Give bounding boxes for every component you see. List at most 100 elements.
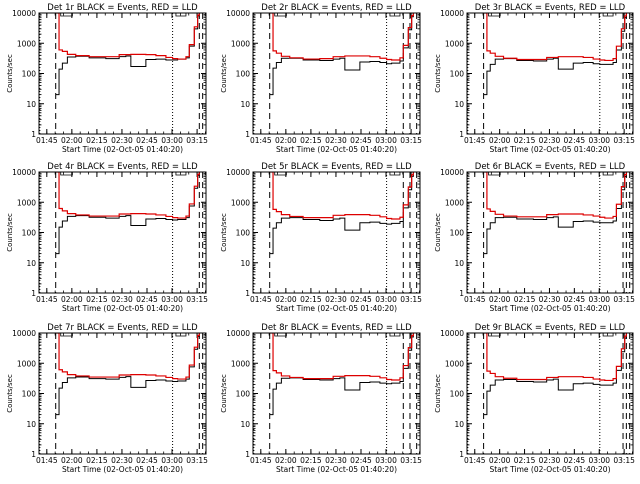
chart-panel: Det 5r BLACK = Events, RED = LLD Counts/s… [220,162,422,313]
x-tick-label: 02:15 [300,295,322,304]
attenuator-marker [389,172,401,176]
x-tick-label: 03:15 [613,456,635,465]
x-tick-label: 02:30 [539,295,561,304]
chart-panel: Det 7r BLACK = Events, RED = LLD Counts/s… [6,323,208,474]
attenuator-marker [602,172,614,176]
lld-series-line [269,13,414,61]
events-series-line [483,172,627,255]
plot-frame [252,332,421,455]
attenuator-marker [488,333,501,337]
y-tick-label: 1000 [445,39,464,48]
attenuator-marker [389,13,401,17]
y-tick-label: 100 [236,229,251,238]
y-axis-label: Counts/sec [6,374,14,413]
chart-title: Det 7r BLACK = Events, RED = LLD [47,323,198,333]
chart-title: Det 8r BLACK = Events, RED = LLD [261,323,412,333]
y-tick-label: 1000 [17,359,36,368]
x-tick-label: 02:30 [325,136,347,145]
x-tick-label: 03:00 [588,295,610,304]
x-tick-label: 02:00 [275,136,297,145]
x-tick-label: 02:00 [275,295,297,304]
x-tick-label: 02:30 [539,456,561,465]
x-tick-label: 02:00 [489,456,511,465]
x-tick-label: 02:45 [564,456,586,465]
y-tick-label: 10000 [12,329,36,338]
x-tick-label: 02:00 [489,295,511,304]
x-axis-label: Start Time (02-Oct-05 01:40:20) [62,465,183,474]
y-tick-label: 1000 [231,39,250,48]
plot-frame [466,171,634,294]
x-tick-label: 02:00 [61,295,83,304]
x-tick-label: 02:30 [325,295,347,304]
x-tick-label: 02:00 [275,456,297,465]
y-axis-label: Counts/sec [220,54,228,93]
lld-series-line [55,172,200,219]
y-tick-label: 100 [236,70,251,79]
x-tick-label: 02:15 [86,295,108,304]
plot-frame [466,12,634,135]
x-tick-label: 02:30 [111,136,133,145]
y-tick-label: 10000 [440,9,464,18]
x-tick-label: 01:45 [36,136,58,145]
attenuator-marker [274,333,287,337]
chart-panel: Det 1r BLACK = Events, RED = LLD Counts/s… [6,3,208,154]
y-tick-label: 10000 [226,9,250,18]
y-tick-label: 1000 [17,198,36,207]
events-series-line [269,333,414,416]
y-tick-label: 10000 [12,168,36,177]
y-tick-label: 100 [450,229,465,238]
x-tick-label: 02:45 [350,295,372,304]
y-tick-label: 1000 [231,198,250,207]
x-tick-label: 02:00 [61,136,83,145]
y-tick-label: 100 [22,390,37,399]
x-tick-label: 03:15 [186,456,208,465]
x-tick-label: 02:30 [325,456,347,465]
x-tick-label: 03:00 [588,456,610,465]
x-tick-label: 03:15 [186,136,208,145]
events-series-line [55,333,200,416]
x-tick-label: 02:30 [111,456,133,465]
x-tick-label: 01:45 [464,295,486,304]
y-tick-label: 1000 [231,359,250,368]
x-tick-label: 03:00 [161,295,183,304]
attenuator-marker [389,333,401,337]
y-tick-label: 1 [245,450,250,459]
x-tick-label: 01:45 [250,295,272,304]
x-tick-label: 03:15 [400,295,422,304]
events-series-line [269,13,414,96]
y-axis-label: Counts/sec [434,54,442,93]
x-tick-label: 03:15 [613,136,635,145]
attenuator-marker [274,172,287,176]
y-tick-label: 1 [31,130,36,139]
y-tick-label: 1 [459,130,464,139]
plot-frame [252,171,421,294]
chart-panel: Det 2r BLACK = Events, RED = LLD Counts/s… [220,3,422,154]
chart-panel: Det 4r BLACK = Events, RED = LLD Counts/s… [6,162,208,313]
y-tick-label: 10000 [440,168,464,177]
y-tick-label: 10 [454,259,464,268]
x-tick-label: 03:15 [400,456,422,465]
x-tick-label: 02:15 [514,456,536,465]
x-axis-label: Start Time (02-Oct-05 01:40:20) [276,145,397,154]
chart-title: Det 6r BLACK = Events, RED = LLD [475,162,626,172]
x-axis-label: Start Time (02-Oct-05 01:40:20) [62,145,183,154]
y-axis-label: Counts/sec [434,374,442,413]
plot-frame [38,332,207,455]
chart-panel: Det 3r BLACK = Events, RED = LLD Counts/s… [434,3,635,154]
x-tick-label: 03:15 [613,295,635,304]
attenuator-marker [175,13,187,17]
chart-title: Det 9r BLACK = Events, RED = LLD [475,323,626,333]
lld-series-line [269,333,414,381]
y-tick-label: 10000 [226,329,250,338]
events-series-line [483,333,627,416]
events-series-line [269,172,414,255]
chart-title: Det 1r BLACK = Events, RED = LLD [47,3,198,13]
attenuator-marker [60,172,73,176]
y-tick-label: 10 [240,420,250,429]
y-axis-label: Counts/sec [6,213,14,252]
y-axis-label: Counts/sec [6,54,14,93]
x-tick-label: 02:00 [61,456,83,465]
y-tick-label: 1000 [445,359,464,368]
